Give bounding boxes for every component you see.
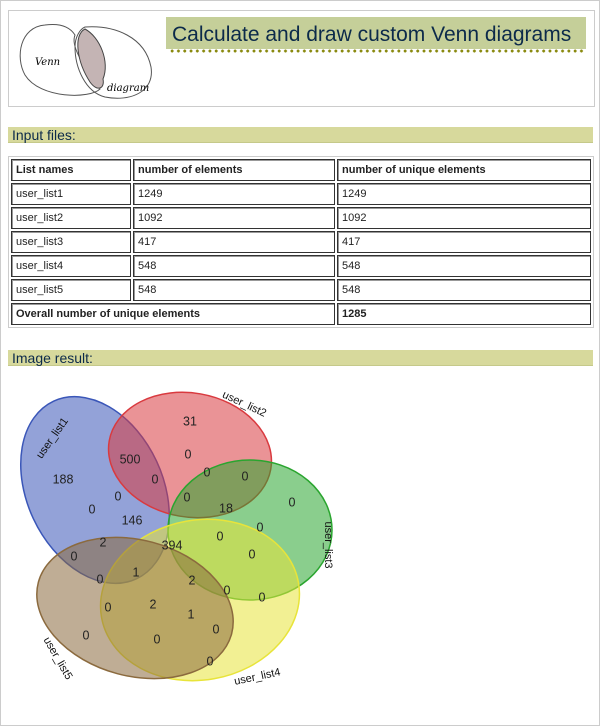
- cell: user_list3: [11, 231, 131, 253]
- venn-region-count: 0: [217, 529, 224, 543]
- total-label: Overall number of unique elements: [11, 303, 335, 325]
- venn-region-count: 0: [257, 520, 264, 534]
- page-title: Calculate and draw custom Venn diagrams: [166, 17, 586, 49]
- cell: user_list5: [11, 279, 131, 301]
- svg-text:diagram: diagram: [107, 83, 149, 94]
- venn-region-count: 500: [120, 452, 141, 466]
- venn-region-count: 0: [224, 583, 231, 597]
- cell: 548: [133, 255, 335, 277]
- venn-region-count: 0: [249, 547, 256, 561]
- cell: user_list1: [11, 183, 131, 205]
- venn-region-count: 0: [213, 622, 220, 636]
- cell: 1249: [133, 183, 335, 205]
- cell: 548: [337, 279, 591, 301]
- venn-region-count: 18: [219, 501, 233, 515]
- venn-region-count: 31: [183, 414, 197, 428]
- header-cell: number of unique elements: [337, 159, 591, 181]
- venn-region-count: 2: [150, 597, 157, 611]
- venn-region-count: 0: [89, 502, 96, 516]
- venn-region-count: 0: [184, 490, 191, 504]
- cell: 417: [133, 231, 335, 253]
- venn-region-count: 2: [100, 535, 107, 549]
- cell: 1092: [337, 207, 591, 229]
- venn-region-count: 0: [242, 469, 249, 483]
- svg-text:Venn: Venn: [35, 57, 60, 68]
- venn-region-count: 0: [204, 465, 211, 479]
- venn-region-count: 2: [189, 573, 196, 587]
- venn-region-count: 188: [53, 472, 74, 486]
- venn-region-count: 1: [188, 607, 195, 621]
- cell: 548: [337, 255, 591, 277]
- cell: 548: [133, 279, 335, 301]
- venn-region-count: 0: [71, 549, 78, 563]
- venn-region-count: 0: [289, 495, 296, 509]
- venn-region-count: 146: [122, 513, 143, 527]
- venn-set-user_list5: [36, 536, 234, 680]
- venn-region-count: 0: [185, 447, 192, 461]
- section-input-files: Input files:: [8, 127, 593, 143]
- table-header-row: List names number of elements number of …: [11, 159, 591, 181]
- section-image-result: Image result:: [8, 350, 593, 366]
- venn-region-count: 0: [97, 572, 104, 586]
- table-row: user_list5 548 548: [11, 279, 591, 301]
- table-total-row: Overall number of unique elements 1285: [11, 303, 591, 325]
- venn-region-count: 0: [152, 472, 159, 486]
- cell: user_list2: [11, 207, 131, 229]
- venn-diagram: user_list1user_list2user_list3user_list4…: [19, 389, 334, 688]
- venn-logo: Venn diagram: [19, 24, 152, 99]
- table-row: user_list3 417 417: [11, 231, 591, 253]
- venn-set-label: user_list3: [322, 521, 334, 568]
- table-row: user_list4 548 548: [11, 255, 591, 277]
- cell: 1092: [133, 207, 335, 229]
- venn-region-count: 0: [259, 590, 266, 604]
- venn-region-count: 0: [105, 600, 112, 614]
- title-underline: [169, 49, 584, 53]
- venn-region-count: 0: [83, 628, 90, 642]
- cell: 417: [337, 231, 591, 253]
- input-files-table: List names number of elements number of …: [8, 156, 594, 328]
- table-row: user_list2 1092 1092: [11, 207, 591, 229]
- cell: 1249: [337, 183, 591, 205]
- venn-region-count: 394: [162, 538, 183, 552]
- total-value: 1285: [337, 303, 591, 325]
- table-row: user_list1 1249 1249: [11, 183, 591, 205]
- venn-region-count: 0: [154, 632, 161, 646]
- venn-region-count: 0: [207, 654, 214, 668]
- header-cell: number of elements: [133, 159, 335, 181]
- venn-region-count: 0: [115, 489, 122, 503]
- header-cell: List names: [11, 159, 131, 181]
- cell: user_list4: [11, 255, 131, 277]
- venn-region-count: 1: [133, 565, 140, 579]
- header: Venn diagram Calculate and draw custom V…: [8, 10, 595, 107]
